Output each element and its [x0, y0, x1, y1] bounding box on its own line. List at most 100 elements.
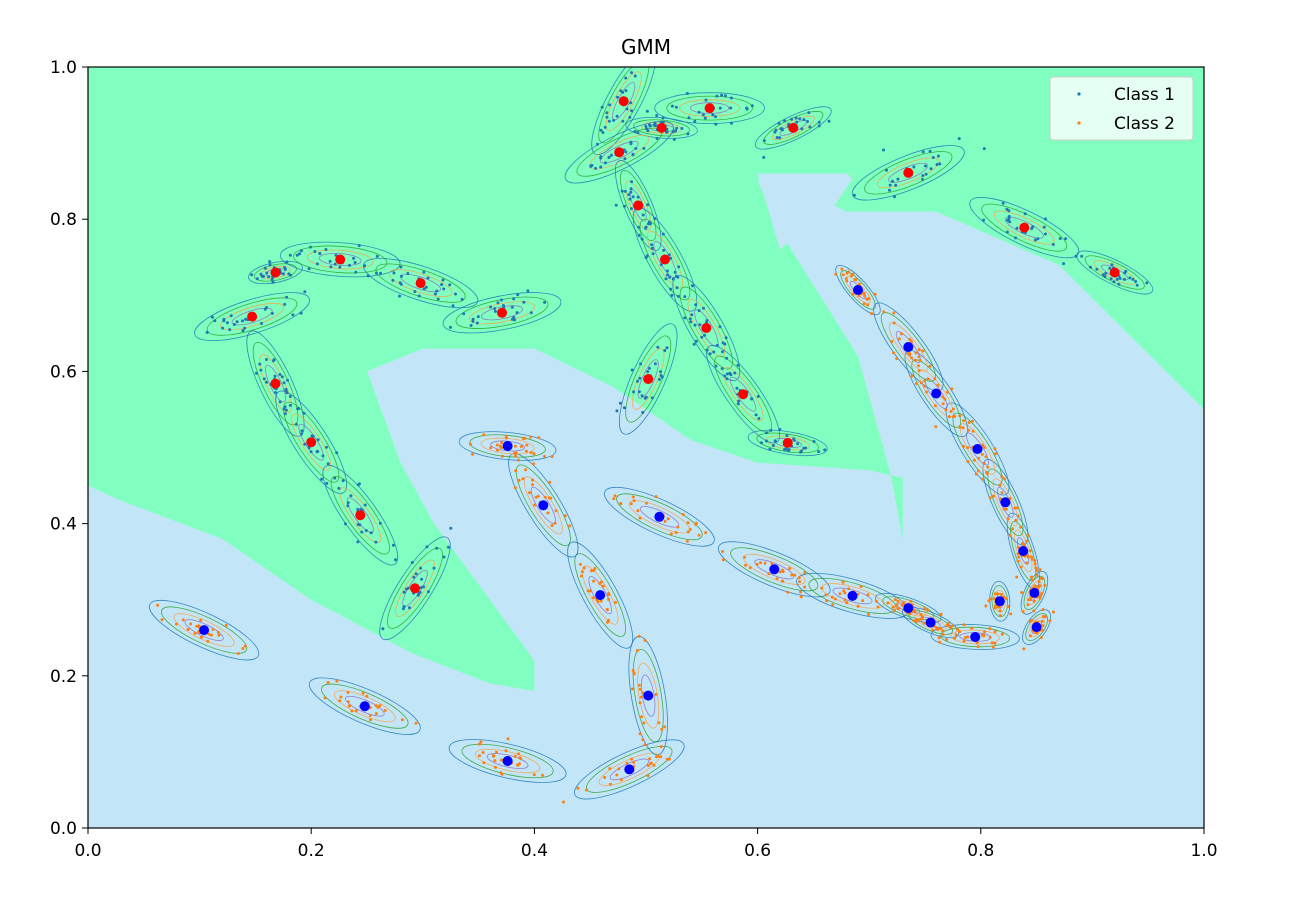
class-2-point	[193, 631, 197, 635]
class-1-point	[888, 188, 891, 192]
class-2-point	[514, 469, 518, 473]
class-1-point	[670, 293, 674, 297]
class-1-point	[346, 501, 350, 505]
class-1-point	[725, 377, 729, 381]
class-2-point	[365, 694, 369, 698]
contour-ellipse	[981, 203, 1068, 252]
class-1-point	[446, 545, 450, 549]
class-2-point	[834, 272, 838, 276]
class-1-point	[374, 540, 378, 544]
class-1-point	[605, 115, 609, 119]
class-2-point	[992, 597, 996, 601]
class-2-point	[917, 355, 921, 359]
class-1-point	[500, 298, 503, 302]
class-1-point	[607, 119, 611, 123]
class-2-point	[953, 415, 957, 418]
class-1-point	[762, 139, 766, 143]
class-1-point	[634, 147, 638, 150]
class-1-point	[337, 486, 341, 490]
class-2-point	[936, 383, 940, 387]
class-2-point	[550, 455, 554, 458]
class-1-point	[229, 314, 233, 318]
contour-ellipse	[714, 355, 772, 433]
class-1-point	[449, 325, 452, 329]
class-2-point	[908, 612, 912, 616]
class-1-point	[476, 315, 480, 319]
class-1-point	[309, 245, 312, 249]
class-2-point	[211, 627, 215, 631]
class-1-point	[661, 232, 665, 236]
class-1-point	[619, 89, 623, 93]
class-1-point	[1131, 277, 1135, 281]
class-2-point	[607, 597, 611, 601]
class-2-point	[914, 620, 918, 624]
class-1-point	[357, 244, 361, 248]
class-2-point	[210, 633, 213, 637]
class-1-point	[510, 317, 514, 321]
class-2-point	[909, 340, 913, 344]
contour-ellipse	[455, 296, 549, 329]
contour-ellipse	[763, 110, 824, 145]
class-2-point	[926, 608, 930, 612]
class-1-point	[274, 391, 278, 394]
class-1-point	[283, 266, 287, 269]
y-tick-label: 0.2	[50, 667, 77, 687]
component-center	[788, 122, 799, 133]
class-1-point	[668, 275, 672, 279]
class-2-point	[1011, 527, 1015, 531]
class-1-point	[894, 183, 898, 187]
contour-ellipse	[1084, 255, 1145, 290]
class-2-point	[845, 279, 849, 283]
class-2-point	[499, 758, 503, 762]
class-2-point	[493, 759, 497, 763]
class-2-point	[499, 446, 503, 450]
class-1-point	[664, 277, 668, 281]
class-1-point	[628, 197, 632, 201]
class-2-point	[517, 478, 521, 482]
class-2-point	[981, 443, 985, 447]
class-2-point	[1033, 562, 1037, 566]
class-1-point	[404, 587, 408, 591]
class-2-point	[778, 570, 782, 574]
class-2-point	[639, 695, 643, 699]
class-1-point	[469, 324, 473, 327]
class-2-point	[549, 496, 553, 500]
class-1-point	[643, 396, 647, 400]
class-2-point	[951, 624, 955, 628]
class-2-point	[982, 634, 986, 638]
class-1-point	[349, 494, 353, 498]
class-1-point	[1128, 276, 1132, 280]
class-2-point	[945, 390, 949, 394]
class-2-point	[958, 630, 962, 634]
class-1-point	[402, 605, 406, 609]
class-1-point	[493, 307, 497, 310]
class-2-point	[797, 576, 801, 580]
contour-ellipse	[639, 218, 691, 301]
class-2-point	[479, 740, 483, 744]
class-1-point	[661, 116, 665, 120]
class-1-point	[775, 136, 779, 139]
class-2-point	[666, 517, 670, 521]
contour-ellipse	[747, 429, 828, 457]
contour-ellipse	[639, 506, 680, 528]
class-1-point	[348, 263, 351, 267]
class-1-point	[885, 168, 888, 172]
class-2-point	[236, 652, 240, 655]
class-1-point	[333, 262, 337, 266]
class-2-point	[793, 573, 797, 577]
class-2-point	[926, 377, 930, 381]
class-2-point	[917, 348, 921, 352]
class-1-point	[615, 114, 619, 118]
class-1-point	[435, 546, 439, 550]
class-1-point	[725, 356, 729, 360]
class-2-point	[992, 494, 995, 498]
class-2-point	[867, 613, 870, 616]
class-2-point	[841, 273, 845, 277]
class-2-point	[614, 600, 617, 604]
class-1-point	[316, 449, 320, 453]
contour-ellipse	[248, 260, 303, 285]
class-1-point	[398, 281, 402, 285]
class-2-point	[648, 757, 652, 761]
class-2-point	[638, 732, 642, 736]
class-2-point	[985, 472, 989, 476]
